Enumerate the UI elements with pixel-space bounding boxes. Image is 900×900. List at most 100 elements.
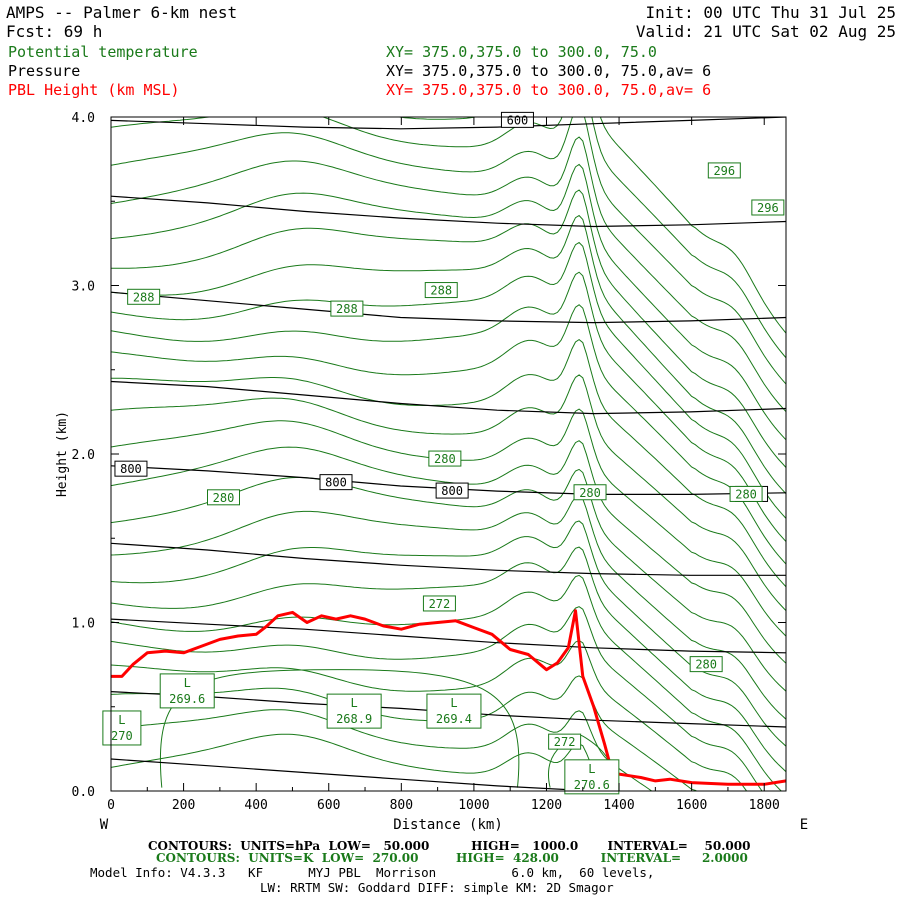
svg-text:296: 296	[713, 164, 735, 178]
pbl-point	[629, 775, 631, 777]
svg-text:280: 280	[735, 487, 757, 501]
pbl-point	[593, 706, 595, 708]
pbl-point	[237, 635, 239, 637]
theta-label: 288	[127, 288, 161, 305]
svg-text:288: 288	[430, 284, 452, 298]
pbl-point	[567, 647, 569, 649]
pbl-point	[473, 626, 475, 629]
theta-contour-line	[111, 606, 763, 791]
pbl-point	[491, 633, 493, 635]
field-pressure-xy: XY= 375.0,375.0 to 300.0, 75.0,av= 6	[386, 62, 711, 80]
field-theta-name: Potential temperature	[8, 43, 198, 61]
pbl-point	[691, 781, 693, 784]
axes: 0 200 400 600 800 1000 1200 1400 1600 1800 0.0 1.0 2…	[72, 111, 786, 813]
x-tick-label: 400	[244, 798, 267, 813]
theta-contour-line	[111, 271, 786, 542]
svg-text:269.6: 269.6	[169, 692, 205, 706]
y-tick-label: 3.0	[72, 280, 95, 295]
pressure-contour-700	[111, 291, 786, 324]
pressure-contour-850	[111, 542, 786, 576]
x-axis-label: Distance (km)	[393, 817, 503, 833]
svg-text:L: L	[351, 696, 358, 710]
pbl-point	[349, 615, 352, 617]
theta-label: 288	[424, 282, 458, 299]
pbl-point	[335, 618, 337, 620]
footer-physics: LW: RRTM SW: Goddard DIFF: simple KM: 2D…	[260, 880, 614, 895]
theta-contour-line	[111, 374, 786, 612]
theta-label: 280	[573, 484, 607, 501]
pbl-point	[132, 664, 134, 666]
footer-pressure-contours: CONTOURS: UNITS=hPa LOW= 50.000 HIGH= 10…	[148, 839, 750, 853]
x-tick-label: 1000	[458, 798, 489, 813]
svg-text:268.9: 268.9	[336, 712, 372, 726]
theta-contour-line	[111, 440, 786, 664]
theta-label: 280	[428, 450, 462, 467]
theta-label: 296	[751, 199, 785, 216]
pressure-contour-750	[111, 380, 786, 415]
footer-theta-contours: CONTOURS: UNITS=K LOW= 270.00 HIGH= 428.…	[156, 851, 748, 865]
svg-text:800: 800	[325, 476, 347, 490]
y-axis-label: Height (km)	[55, 411, 70, 497]
svg-text:272: 272	[429, 597, 451, 611]
svg-text:280: 280	[579, 486, 601, 500]
pbl-point	[201, 645, 203, 647]
pbl-point	[509, 648, 511, 651]
header-fcst: Fcst: 69 h	[6, 22, 102, 41]
theta-contour-line	[111, 709, 653, 791]
pbl-point	[727, 783, 729, 785]
x-tick-label: 1400	[603, 798, 634, 813]
pressure-label: 600	[500, 111, 534, 128]
svg-text:800: 800	[120, 462, 142, 476]
svg-text:800: 800	[441, 484, 463, 498]
svg-text:288: 288	[133, 290, 155, 304]
pbl-point	[364, 618, 366, 620]
pbl-point	[164, 650, 167, 652]
theta-label: 280	[689, 656, 723, 673]
pbl-point	[640, 776, 642, 779]
header-valid: Valid: 21 UTC Sat 02 Aug 25	[636, 22, 896, 41]
theta-label: 272	[548, 733, 582, 750]
east-label: E	[800, 817, 808, 833]
west-label: W	[100, 817, 109, 833]
svg-text:269.4: 269.4	[436, 712, 472, 726]
theta-contour-line	[111, 241, 786, 519]
x-tick-label: 600	[317, 798, 340, 813]
pbl-point	[255, 633, 257, 635]
pbl-point	[146, 652, 148, 654]
svg-text:L: L	[118, 713, 125, 727]
theta-low-marker: L 270.6	[564, 759, 620, 795]
theta-low-marker: L 269.6	[159, 673, 215, 709]
theta-low-marker: L 269.4	[426, 693, 482, 729]
theta-contours	[111, 117, 786, 791]
pbl-point	[574, 610, 577, 612]
pressure-label: 800	[435, 482, 469, 499]
pbl-height-series	[110, 609, 787, 786]
header-title: AMPS -- Palmer 6-km nest	[6, 3, 237, 22]
svg-text:270: 270	[111, 729, 133, 743]
theta-contour-line	[111, 214, 786, 495]
x-tick-label: 1800	[749, 798, 780, 813]
theta-label: 288	[330, 300, 364, 317]
pbl-point	[121, 675, 123, 678]
svg-text:288: 288	[336, 302, 358, 316]
y-tick-label: 4.0	[72, 111, 95, 126]
theta-contour-line	[111, 189, 786, 468]
x-tick-label: 1200	[531, 798, 562, 813]
field-pbl-name: PBL Height (km MSL)	[8, 81, 180, 99]
theta-contour-line	[111, 338, 786, 588]
theta-low-marker: L 270	[102, 710, 142, 746]
pressure-contours	[111, 117, 786, 791]
pbl-point	[556, 662, 558, 664]
field-theta-xy: XY= 375.0,375.0 to 300.0, 75.0	[386, 43, 657, 61]
pbl-point	[277, 615, 279, 617]
pbl-point	[182, 652, 185, 654]
pbl-point	[418, 623, 421, 625]
pbl-point	[306, 621, 308, 624]
pbl-point	[437, 621, 439, 624]
svg-text:280: 280	[434, 452, 456, 466]
x-tick-label: 1600	[676, 798, 707, 813]
pbl-point	[669, 778, 671, 780]
pbl-point	[654, 780, 656, 782]
footer-model-info: Model Info: V4.3.3 KF MYJ PBL Morrison 6…	[90, 865, 654, 880]
pbl-point	[582, 675, 584, 678]
